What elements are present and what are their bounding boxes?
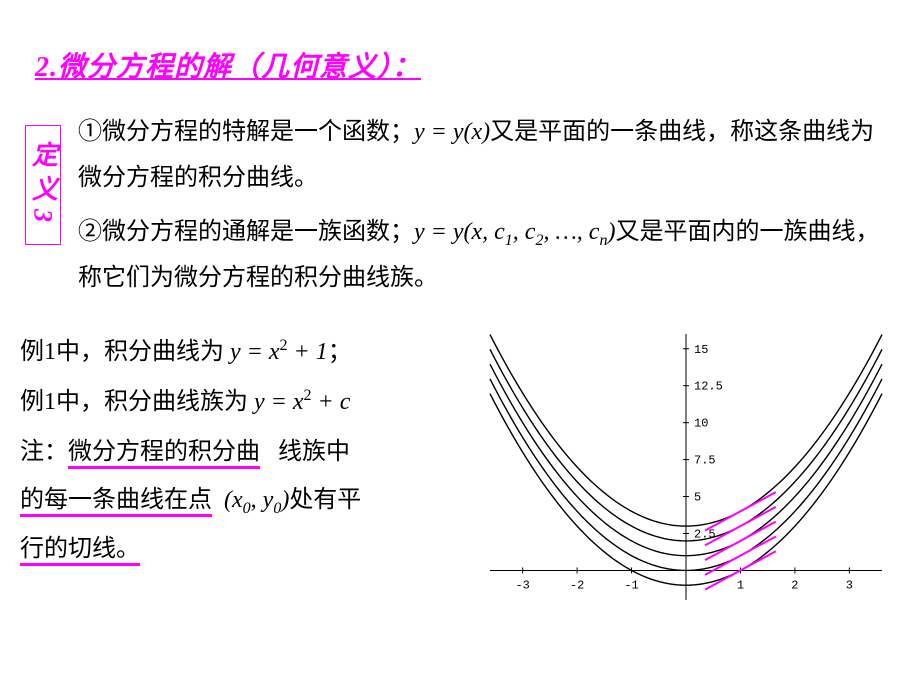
ex1-tail: ； [328,339,352,365]
svg-text:-2: -2 [570,578,584,592]
p2-eq: y = y(x, c1, c2, …, cn) [414,219,615,245]
parabola-family-chart: -3-2-11232.557.51012.515 [472,320,900,630]
ex2-eq: y = x2 + c [254,389,350,415]
ex1-label: 例1中，积分曲线为 [20,339,230,365]
svg-text:15: 15 [694,343,708,357]
definition-para-1: ①微分方程的特解是一个函数；y = y(x)又是平面的一条曲线，称这条曲线为微分… [78,110,898,201]
definition-label: 定义3 [25,141,62,230]
svg-text:1: 1 [737,578,744,592]
example-1-curve: 例1中，积分曲线为 y = x2 + 1； [20,330,480,376]
ex1-eq: y = x2 + 1 [230,339,328,365]
note-prefix: 注： [20,439,68,465]
note-mid: 线族中 [278,439,350,465]
svg-text:3: 3 [846,578,853,592]
definition-para-2: ②微分方程的通解是一族函数；y = y(x, c1, c2, …, cn)又是平… [78,210,898,302]
p1-text-a: ①微分方程的特解是一个函数； [78,119,414,145]
svg-text:-1: -1 [624,578,638,592]
svg-text:10: 10 [694,417,708,431]
svg-text:7.5: 7.5 [694,454,716,468]
svg-text:2: 2 [791,578,798,592]
svg-text:-3: -3 [515,578,529,592]
note-point: (x0, y0) [224,487,289,513]
definition-badge: 定义3 [25,125,61,245]
section-heading: 2.微分方程的解（几何意义）： [35,45,421,85]
note-para: 注：微分方程的积分曲 线族中的每一条曲线在点 (x0, y0)处有平行的切线。 [20,428,470,573]
note-tail-1: 处有平 [289,487,361,513]
note-ul-1: 微分方程的积分曲 [68,439,260,469]
svg-text:12.5: 12.5 [694,380,723,394]
example-1-family: 例1中，积分曲线族为 y = x2 + c [20,380,480,426]
note-ul-3: 行的切线。 [20,536,140,566]
ex2-label: 例1中，积分曲线族为 [20,389,254,415]
note-ul-2: 的每一条曲线在点 [20,487,212,517]
p1-eq: y = y(x) [414,119,490,145]
p2-text-a: ②微分方程的通解是一族函数； [78,219,414,245]
svg-text:5: 5 [694,491,701,505]
